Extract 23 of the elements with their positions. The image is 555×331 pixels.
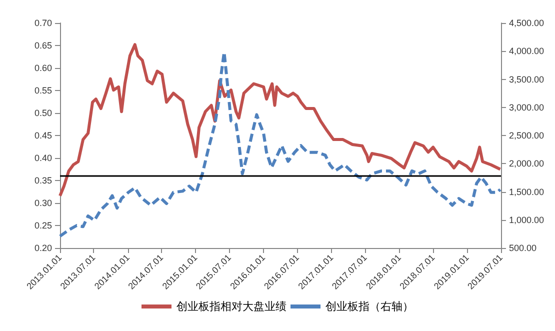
y2-tick-label: 4,000.00	[508, 46, 544, 56]
y2-tick-label: 3,500.00	[508, 74, 544, 84]
y-tick-label: 0.40	[34, 153, 52, 163]
y-tick-label: 0.65	[34, 40, 52, 50]
legend-label: 创业板指（右轴）	[326, 300, 414, 313]
y2-tick-label: 1,000.00	[508, 214, 544, 225]
y2-tick-label: 3,000.00	[508, 102, 544, 112]
y-tick-label: 0.30	[34, 198, 52, 208]
y2-tick-label: 500.00	[508, 243, 536, 253]
y-tick-label: 0.70	[34, 18, 52, 28]
y-tick-label: 0.55	[34, 86, 52, 96]
y2-tick-label: 2,500.00	[508, 130, 544, 140]
y-tick-label: 0.60	[34, 63, 52, 73]
y-tick-label: 0.25	[34, 220, 52, 230]
y-tick-label: 0.20	[34, 243, 52, 253]
y2-tick-label: 2,000.00	[508, 158, 544, 169]
y2-tick-label: 4,500.00	[508, 18, 544, 28]
y-tick-label: 0.35	[34, 176, 52, 186]
y-tick-label: 0.45	[34, 130, 52, 140]
y-tick-label: 0.50	[34, 108, 52, 118]
y2-tick-label: 1,500.00	[508, 186, 544, 197]
line-series	[58, 43, 502, 198]
legend-label: 创业板指相对大盘业绩	[176, 300, 286, 313]
